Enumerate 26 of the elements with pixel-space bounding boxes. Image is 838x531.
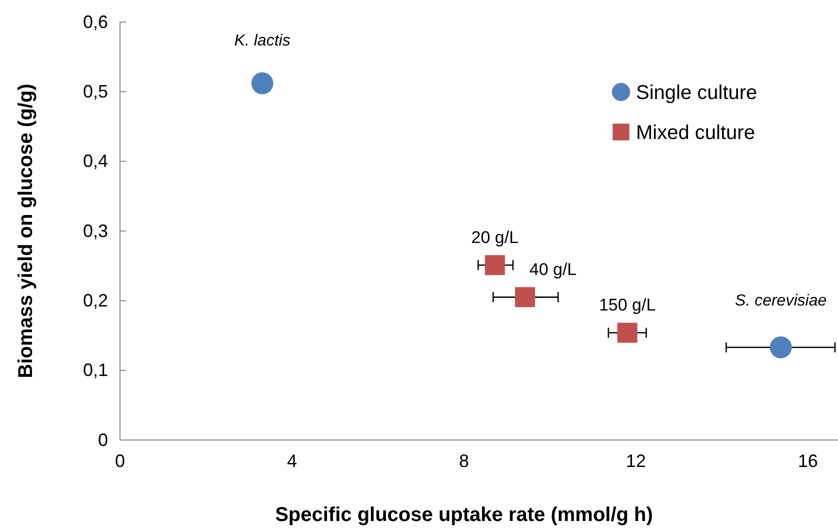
point [251,72,274,94]
y-tick-label: 0,1 [82,360,108,380]
point [617,322,638,343]
y-tick-label: 0,3 [82,220,108,241]
point [770,336,792,358]
y-tick-label: 0,2 [82,290,108,310]
x-axis-title: Specific glucose uptake rate (mmol/g h) [275,504,653,526]
legend-label: Single culture [636,82,758,104]
legend-label: Mixed culture [636,122,755,144]
y-tick-label: 0,5 [82,81,108,102]
x-tick-label: 8 [458,450,469,471]
x-tick-label: 16 [798,450,818,471]
y-tick-label: 0 [98,430,108,450]
y-tick-label: 0,4 [82,151,108,172]
annotation: 40 g/L [529,260,577,280]
point [515,287,536,308]
annotation: 150 g/L [598,296,656,315]
x-tick-label: 4 [286,450,297,471]
annotation: K. lactis [234,32,290,50]
x-tick-label: 0 [114,450,126,471]
x-tick-label: 12 [626,450,646,471]
annotation: S. cerevisiae [735,292,827,310]
y-axis-title: Biomass yield on glucose (g/g) [15,84,37,378]
point [484,255,505,276]
y-tick-label: 0,6 [82,12,108,32]
annotation: 20 g/L [471,228,519,248]
